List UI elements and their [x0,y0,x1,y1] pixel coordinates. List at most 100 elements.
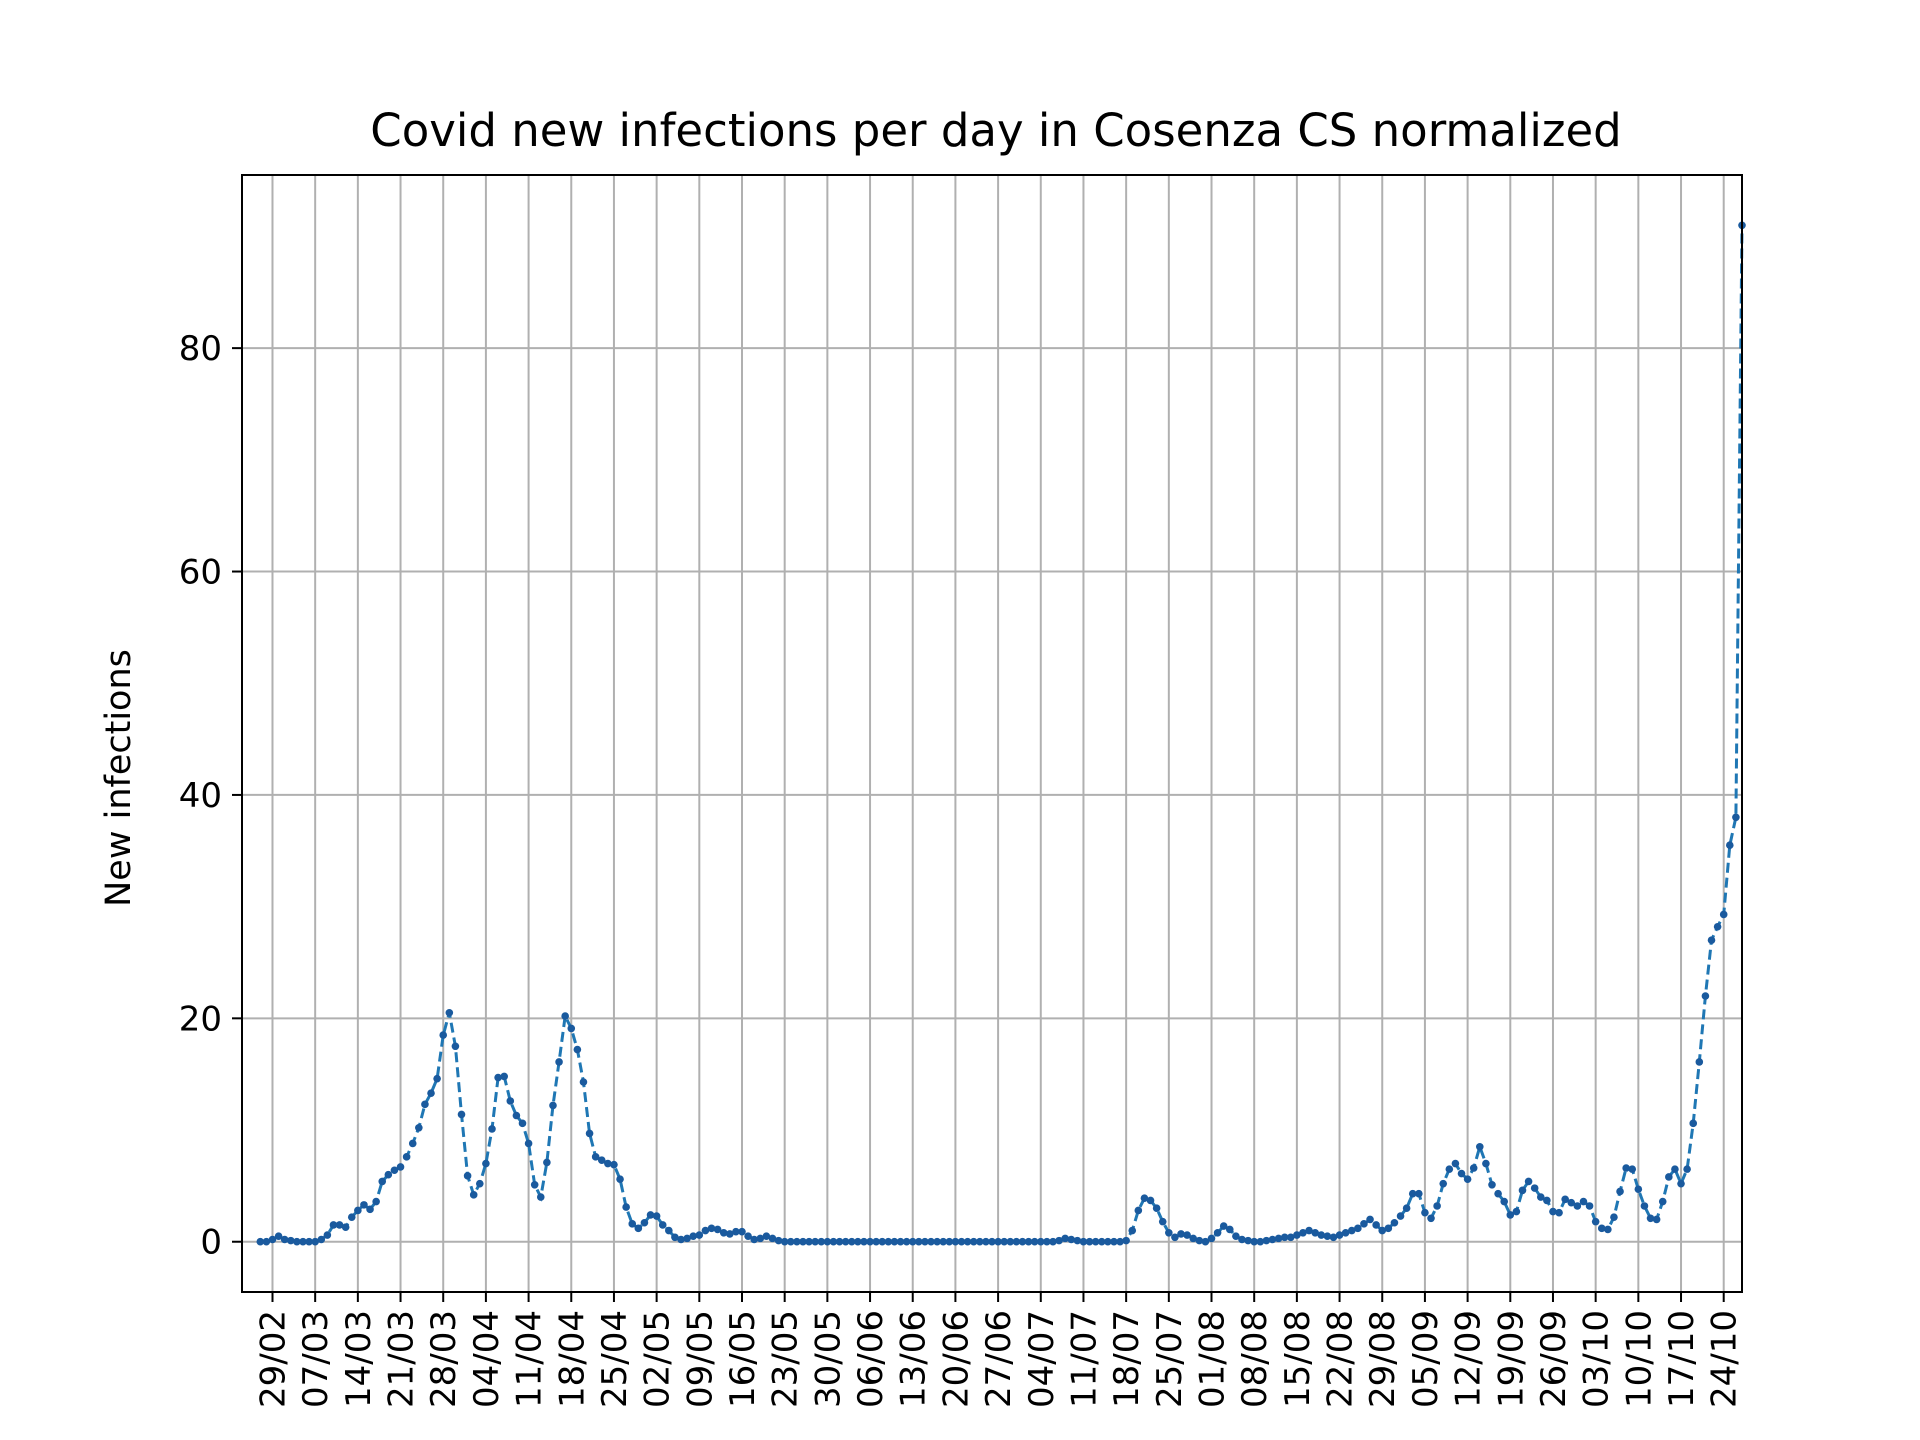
data-point [701,1226,710,1235]
data-point [1195,1236,1204,1245]
data-point [1604,1225,1612,1234]
data-point [1726,841,1734,849]
data-point [933,1237,941,1246]
data-point [847,1237,856,1246]
data-point [1415,1189,1423,1198]
x-tick-label: 14/03 [339,1310,379,1408]
x-tick-label: 04/07 [1022,1310,1062,1408]
data-point [317,1235,326,1244]
data-point [963,1237,972,1246]
data-point [1079,1237,1088,1246]
x-tick-label: 18/04 [552,1310,592,1408]
data-point [1091,1237,1100,1246]
data-point [1457,1169,1466,1178]
data-point [1390,1218,1399,1227]
data-point [1152,1204,1161,1213]
data-point [1488,1180,1496,1189]
data-point [774,1236,783,1245]
data-point [750,1235,758,1244]
data-point [738,1227,746,1236]
data-point [1018,1237,1027,1246]
data-point [1347,1226,1356,1235]
data-point [976,1237,984,1246]
data-point [262,1237,271,1246]
data-point [604,1159,612,1168]
data-point [829,1237,838,1246]
data-point [1445,1165,1454,1173]
x-tick-label: 27/06 [979,1310,1019,1408]
data-point [1378,1226,1387,1235]
data-point [671,1233,679,1242]
data-point [1366,1215,1374,1224]
data-point [421,1100,429,1109]
data-point [1329,1233,1338,1242]
data-point [1299,1229,1307,1237]
x-tick-label: 26/09 [1534,1310,1574,1408]
data-point [896,1237,905,1246]
data-point [347,1213,356,1221]
data-point [402,1153,411,1161]
data-point [1232,1232,1240,1240]
data-point [1591,1217,1600,1226]
y-tick-label: 80 [179,329,222,369]
data-point [969,1237,978,1246]
x-tick-label: 25/07 [1150,1310,1190,1408]
data-point [1561,1195,1569,1204]
data-point [1110,1237,1118,1246]
data-point [1707,936,1716,944]
data-point [354,1206,362,1215]
series-line [256,221,1746,1246]
x-tick-label: 17/10 [1662,1310,1702,1408]
data-point [366,1205,374,1214]
data-point [1652,1215,1661,1224]
x-tick-label: 15/08 [1278,1310,1318,1408]
data-point [518,1119,527,1128]
data-point [1177,1230,1185,1238]
axes: 29/02 07/03 14/03 21/03 28/03 04/04 11/04 18/04… [179,174,1745,1408]
data-point [280,1235,289,1244]
data-point [530,1180,539,1189]
data-point [1201,1237,1210,1246]
data-point [1280,1233,1289,1242]
data-point [1286,1233,1295,1242]
data-point [835,1237,844,1246]
x-tick-label: 22/08 [1321,1310,1361,1408]
data-point [1555,1208,1563,1217]
data-point [311,1237,319,1246]
data-point [1244,1236,1252,1245]
data-point [1043,1237,1051,1246]
data-point [719,1229,728,1237]
data-point [658,1221,667,1229]
data-point [555,1058,563,1066]
plot-frame [241,174,1743,1293]
gridlines [242,175,1742,1292]
data-point [805,1237,813,1246]
data-point [268,1235,277,1244]
data-point [945,1237,954,1246]
data-point [1146,1196,1155,1205]
x-tick-label: 20/06 [936,1310,976,1408]
x-tick-label: 09/05 [680,1310,720,1408]
data-point [1341,1229,1350,1237]
data-point [500,1072,509,1081]
data-point [1665,1173,1673,1181]
data-point [713,1225,722,1234]
data-point [1494,1189,1502,1198]
data-point [439,1031,448,1039]
x-tick-label: 10/10 [1619,1310,1659,1408]
data-point [1183,1231,1191,1239]
data-point [1518,1186,1527,1195]
data-point [1701,992,1710,1000]
data-point [408,1139,417,1148]
data-point [1049,1237,1057,1246]
data-point [360,1201,368,1209]
data-point [1000,1237,1008,1246]
data-point [677,1235,685,1244]
data-point [1274,1234,1283,1243]
x-tick-label: 02/05 [638,1310,678,1408]
data-point [512,1111,521,1120]
x-tick-label: 12/09 [1449,1310,1489,1408]
data-point [1335,1231,1344,1239]
data-point [1226,1225,1234,1234]
